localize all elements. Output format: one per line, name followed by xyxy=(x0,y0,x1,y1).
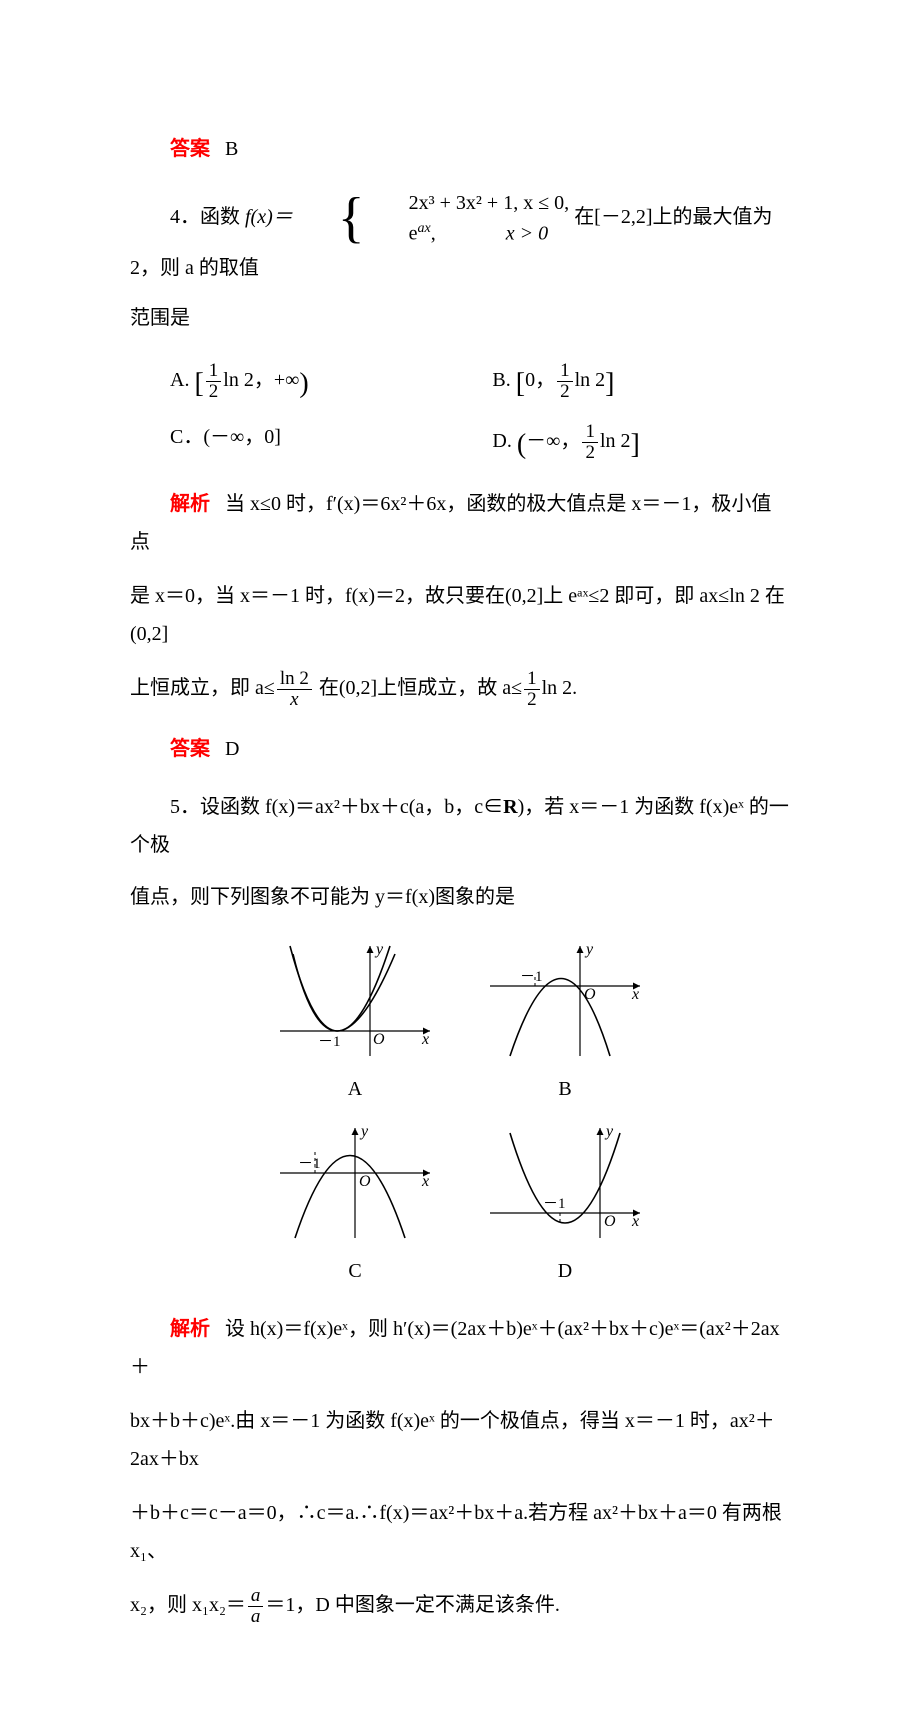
y-label: y xyxy=(359,1123,369,1140)
fig-D: －1 O x y D xyxy=(470,1118,660,1290)
y-label: y xyxy=(584,941,594,958)
q3-answer: B xyxy=(225,138,238,160)
analysis-label: 解析 xyxy=(170,493,210,515)
q4-answer-line: 答案 D xyxy=(130,730,790,768)
x-label: x xyxy=(421,1031,429,1048)
q5-ana: 解析 设 h(x)＝f(x)eˣ，则 h′(x)＝(2ax＋b)eˣ＋(ax²＋… xyxy=(130,1310,790,1386)
q4-stem: 4．函数 f(x)＝ { 2x³ + 3x² + 1, x ≤ 0, eax, … xyxy=(130,188,790,287)
fig-C-label: C xyxy=(260,1252,450,1290)
q4-fx: f(x)＝ xyxy=(245,206,293,228)
q5-stem2: 值点，则下列图象不可能为 y＝f(x)图象的是 xyxy=(130,878,790,916)
page: 答案 B 4．函数 f(x)＝ { 2x³ + 3x² + 1, x ≤ 0, … xyxy=(0,0,920,1727)
q4-optC: C．(－∞，0] xyxy=(170,418,492,471)
q4-suffix2: 范围是 xyxy=(130,299,790,337)
y-label: y xyxy=(604,1123,614,1140)
fig-B: －1 O x y B xyxy=(470,936,660,1108)
q4-answer: D xyxy=(225,738,239,760)
fig-C: －1 O x y C xyxy=(260,1118,450,1290)
q5-stem1: 5．设函数 f(x)＝ax²＋bx＋c(a，b，c∈R)，若 x＝－1 为函数 … xyxy=(130,788,790,864)
piece1: 2x³ + 3x² + 1, x ≤ 0, xyxy=(369,188,570,218)
x-label: x xyxy=(631,1213,639,1230)
fig-row-1: O －1 x y A －1 O x y xyxy=(250,936,670,1108)
q4-ana: 解析 当 x≤0 时，f′(x)＝6x²＋6x，函数的极大值点是 x＝－1，极小… xyxy=(130,485,790,561)
q4-optD: D. (－∞，12ln 2] xyxy=(492,418,790,471)
q4-optB: B. [0，12ln 2] xyxy=(492,357,790,410)
neg1-label: －1 xyxy=(298,1156,321,1172)
origin-label: O xyxy=(604,1213,616,1230)
neg1-label: －1 xyxy=(520,969,543,985)
x-label: x xyxy=(421,1173,429,1190)
piece-rows: 2x³ + 3x² + 1, x ≤ 0, eax, x > 0 xyxy=(369,188,570,249)
y-label: y xyxy=(374,941,384,958)
fig-A-label: A xyxy=(260,1070,450,1108)
q3-answer-line: 答案 B xyxy=(130,130,790,168)
q5-ana3: ＋b＋c＝c－a＝0，∴c＝a.∴f(x)＝ax²＋bx＋a.若方程 ax²＋b… xyxy=(130,1494,790,1570)
piece2: eax, x > 0 xyxy=(369,218,570,249)
neg1-label: －1 xyxy=(543,1196,566,1212)
q5-ana1: 设 h(x)＝f(x)eˣ，则 h′(x)＝(2ax＋b)eˣ＋(ax²＋bx＋… xyxy=(130,1318,780,1378)
fig-row-2: －1 O x y C －1 O x y D xyxy=(250,1118,670,1290)
q5-ana2: bx＋b＋c)eˣ.由 x＝－1 为函数 f(x)eˣ 的一个极值点，得当 x＝… xyxy=(130,1402,790,1478)
q4-options: A. [12ln 2，+∞) B. [0，12ln 2] C．(－∞，0] D.… xyxy=(170,357,790,471)
neg1-label: －1 xyxy=(318,1034,341,1050)
analysis-label: 解析 xyxy=(170,1318,210,1340)
q4-ana2: 是 x＝0，当 x＝－1 时，f(x)＝2，故只要在(0,2]上 eᵃˣ≤2 即… xyxy=(130,577,790,653)
answer-label: 答案 xyxy=(170,138,210,160)
piecewise: { 2x³ + 3x² + 1, x ≤ 0, eax, x > 0 xyxy=(298,188,569,249)
origin-label: O xyxy=(373,1031,385,1048)
fig-B-label: B xyxy=(470,1070,660,1108)
x-label: x xyxy=(631,986,639,1003)
origin-label: O xyxy=(359,1173,371,1190)
brace-icon: { xyxy=(298,190,365,246)
answer-label: 答案 xyxy=(170,738,210,760)
q4-ana3: 上恒成立，即 a≤ln 2x 在(0,2]上恒成立，故 a≤12ln 2. xyxy=(130,669,790,710)
q4-ana1: 当 x≤0 时，f′(x)＝6x²＋6x，函数的极大值点是 x＝－1，极小值点 xyxy=(130,493,771,553)
origin-label: O xyxy=(584,986,596,1003)
q5-ana4: x₂，则 x₁x₂＝aa＝1，D 中图象一定不满足该条件. xyxy=(130,1586,790,1627)
q4-optA: A. [12ln 2，+∞) xyxy=(170,357,492,410)
q4-prefix: 4．函数 xyxy=(170,206,245,228)
fig-D-label: D xyxy=(470,1252,660,1290)
fig-A: O －1 x y A xyxy=(260,936,450,1108)
figure-grid: O －1 x y A －1 O x y xyxy=(250,936,670,1290)
